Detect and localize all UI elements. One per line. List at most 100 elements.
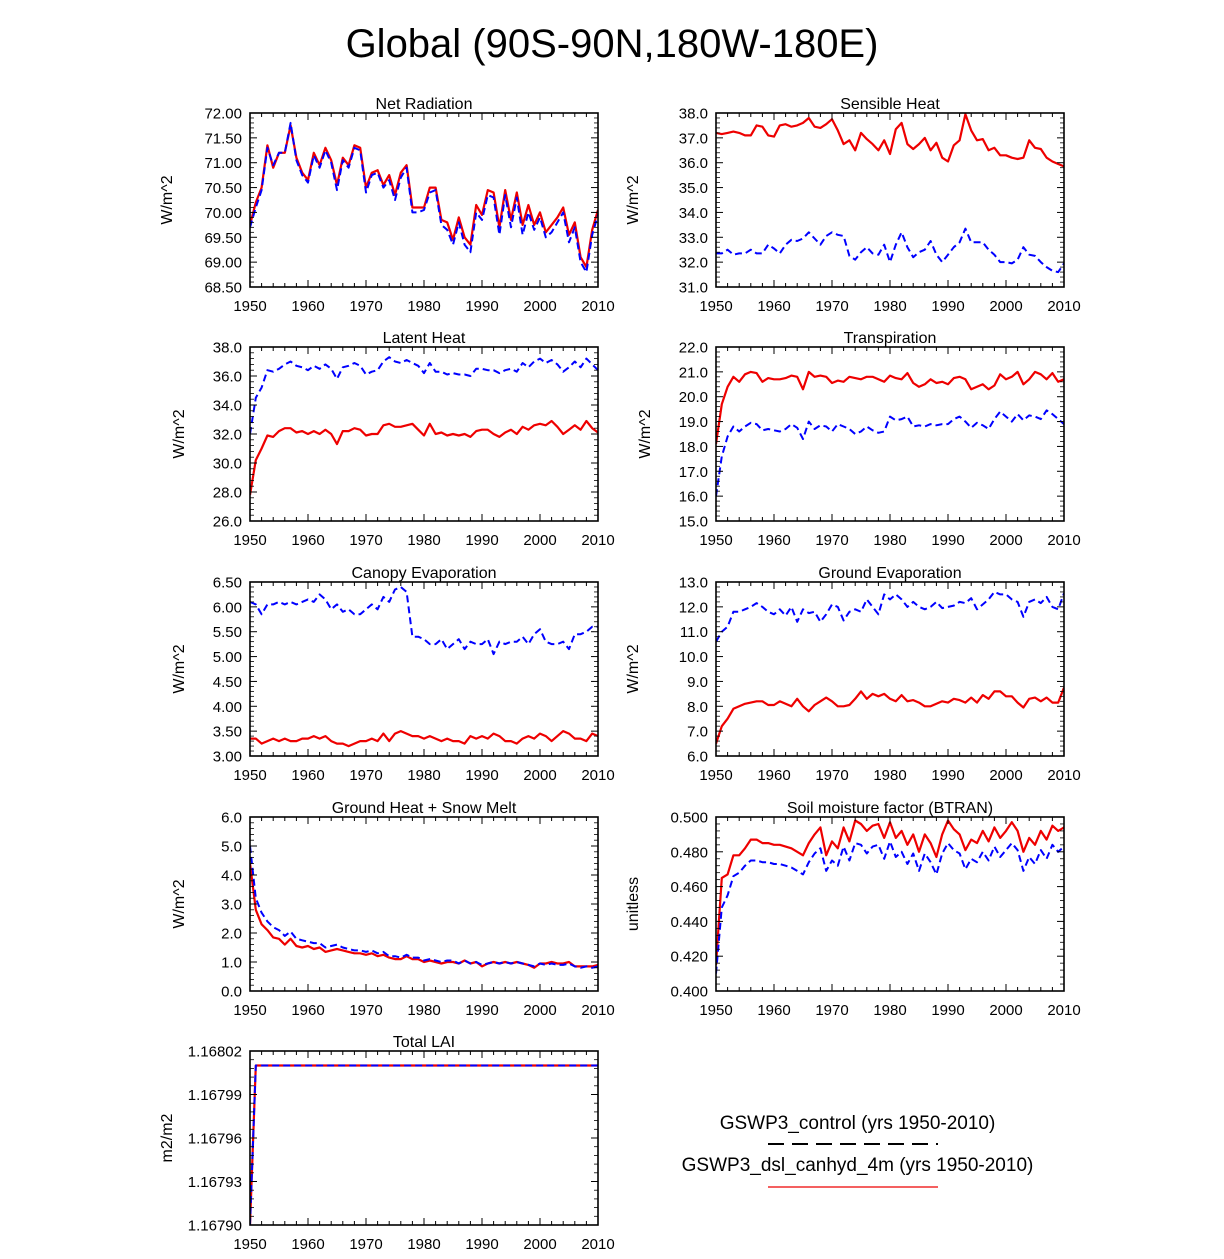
y-tick-label: 1.16799	[188, 1087, 242, 1104]
y-tick-label: 0.400	[670, 984, 708, 1001]
plot-frame	[249, 112, 599, 288]
y-tick-label: 28.0	[213, 485, 242, 502]
x-tick-label: 1960	[291, 532, 324, 549]
y-tick-label: 19.0	[679, 414, 708, 431]
y-tick-label: 6.50	[213, 575, 242, 592]
chart-panel-2: 1950 1960 1970 1980 1990 2000 2010 26.0 28.0 30.0…	[171, 330, 615, 549]
x-tick-label: 1970	[815, 532, 848, 549]
series-line-control	[250, 845, 598, 969]
series-line-experiment	[250, 1064, 598, 1225]
series-group	[250, 356, 598, 496]
y-tick-label: 0.0	[221, 984, 242, 1001]
series-line-control	[716, 840, 1064, 974]
series-line-experiment	[716, 687, 1064, 744]
series-line-experiment	[716, 113, 1064, 168]
y-tick-label: 15.0	[679, 514, 708, 531]
series-group	[716, 590, 1064, 744]
x-tick-label: 1960	[757, 532, 790, 549]
series-line-experiment	[716, 370, 1064, 445]
series-line-experiment	[250, 729, 598, 748]
x-tick-label: 1970	[815, 298, 848, 315]
panel-title: Canopy Evaporation	[352, 565, 497, 582]
series-line-control	[716, 590, 1064, 643]
x-tick-label: 2010	[581, 298, 614, 315]
chart-panel-7: 1950 1960 1970 1980 1990 2000 2010 0.400 0.420 0.…	[625, 800, 1081, 1019]
y-tick-label: 4.50	[213, 674, 242, 691]
x-tick-label: 2010	[581, 767, 614, 784]
plot-frame	[715, 112, 1065, 288]
y-tick-label: 31.0	[679, 280, 708, 297]
series-line-experiment	[250, 863, 598, 969]
y-tick-label: 35.0	[679, 180, 708, 197]
chart-panel-4: 1950 1960 1970 1980 1990 2000 2010 3.00 3.50 4.00…	[171, 565, 615, 784]
y-tick-label: 71.50	[204, 130, 242, 147]
legend-control-label: GSWP3_control (yrs 1950-2010)	[719, 1113, 996, 1134]
y-tick-label: 71.00	[204, 155, 242, 172]
panel-title: Soil moisture factor (BTRAN)	[787, 800, 993, 817]
x-tick-label: 1980	[407, 1002, 440, 1019]
x-tick-label: 1950	[699, 298, 732, 315]
series-group	[716, 819, 1064, 974]
x-tick-label: 1970	[349, 532, 382, 549]
x-tick-label: 1970	[815, 767, 848, 784]
series-line-control	[250, 1064, 598, 1225]
plot-frame	[249, 1050, 599, 1226]
y-axis-label: m2/m2	[159, 1113, 176, 1162]
y-tick-label: 0.440	[670, 914, 708, 931]
x-tick-label: 2000	[523, 1236, 556, 1253]
y-tick-label: 6.0	[221, 810, 242, 827]
y-tick-label: 33.0	[679, 230, 708, 247]
series-line-control	[716, 409, 1064, 497]
x-tick-label: 1950	[233, 298, 266, 315]
y-tick-label: 22.0	[679, 340, 708, 357]
x-tick-label: 2010	[581, 532, 614, 549]
series-line-experiment	[716, 819, 1064, 965]
x-tick-label: 1970	[349, 1002, 382, 1019]
y-tick-label: 3.0	[221, 897, 242, 914]
x-tick-label: 1990	[931, 298, 964, 315]
x-tick-label: 2010	[1047, 767, 1080, 784]
y-tick-label: 70.00	[204, 205, 242, 222]
series-line-control	[250, 586, 598, 656]
legend-control-line	[768, 1143, 938, 1145]
x-tick-label: 1950	[699, 767, 732, 784]
y-axis-label: W/m^2	[171, 409, 188, 458]
x-tick-label: 1980	[407, 298, 440, 315]
x-tick-label: 1970	[815, 1002, 848, 1019]
y-tick-label: 8.0	[687, 699, 708, 716]
x-tick-label: 2000	[523, 1002, 556, 1019]
x-tick-label: 1970	[349, 298, 382, 315]
x-tick-label: 1990	[931, 767, 964, 784]
y-tick-label: 0.500	[670, 810, 708, 827]
x-tick-label: 2010	[581, 1236, 614, 1253]
y-tick-label: 36.0	[213, 369, 242, 386]
x-tick-label: 2000	[523, 767, 556, 784]
y-tick-label: 26.0	[213, 514, 242, 531]
x-tick-label: 2000	[989, 298, 1022, 315]
series-line-experiment	[250, 124, 598, 269]
series-group	[716, 113, 1064, 274]
y-tick-label: 68.50	[204, 280, 242, 297]
y-tick-label: 17.0	[679, 464, 708, 481]
x-tick-label: 1950	[233, 1236, 266, 1253]
x-tick-label: 1950	[233, 1002, 266, 1019]
panel-title: Ground Evaporation	[818, 565, 961, 582]
panel-title: Ground Heat + Snow Melt	[332, 800, 517, 817]
legend-experiment-line	[768, 1186, 938, 1188]
y-axis-label: W/m^2	[159, 175, 176, 224]
x-tick-label: 1980	[873, 1002, 906, 1019]
y-tick-label: 6.0	[687, 749, 708, 766]
x-tick-label: 1990	[931, 532, 964, 549]
y-tick-label: 18.0	[679, 439, 708, 456]
x-tick-label: 1980	[873, 298, 906, 315]
x-tick-label: 2010	[581, 1002, 614, 1019]
x-tick-label: 2010	[1047, 532, 1080, 549]
x-tick-label: 1970	[349, 1236, 382, 1253]
x-tick-label: 1980	[407, 767, 440, 784]
panel-title: Total LAI	[393, 1034, 455, 1051]
x-tick-label: 1990	[465, 298, 498, 315]
y-tick-label: 10.0	[679, 649, 708, 666]
panel-title: Transpiration	[844, 330, 937, 347]
x-tick-label: 1960	[291, 1236, 324, 1253]
series-group	[716, 370, 1064, 497]
